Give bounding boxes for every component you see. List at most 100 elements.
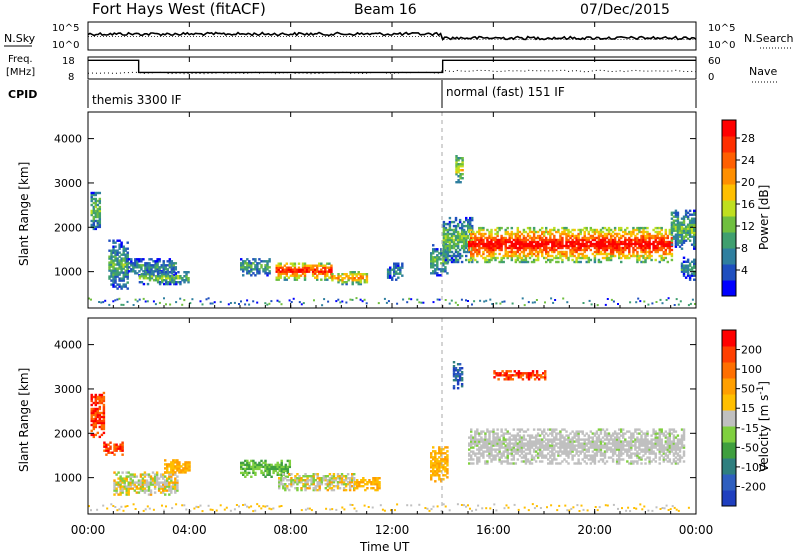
range-cell <box>624 242 627 246</box>
range-cell <box>640 236 643 240</box>
range-cell <box>151 481 155 484</box>
range-cell <box>498 260 501 264</box>
range-cell <box>262 471 265 475</box>
range-cell <box>551 246 554 250</box>
range-cell <box>555 462 558 465</box>
range-cell <box>112 241 115 244</box>
range-cell <box>549 248 552 252</box>
range-cell <box>176 479 179 482</box>
range-cell <box>565 448 568 451</box>
range-cell <box>636 446 639 449</box>
range-cell <box>459 177 462 180</box>
freq-label-2: [MHz] <box>6 67 35 78</box>
range-cell <box>630 244 633 248</box>
range-cell <box>140 264 143 267</box>
range-cell <box>480 246 483 250</box>
range-cell <box>246 268 249 271</box>
range-cell <box>256 266 259 269</box>
range-cell <box>172 471 175 474</box>
range-cell <box>652 244 655 248</box>
range-cell <box>516 234 520 238</box>
range-cell <box>573 236 576 240</box>
range-cell <box>442 264 445 267</box>
range-cell <box>630 254 633 258</box>
range-cell <box>122 285 125 288</box>
range-cell <box>553 454 556 457</box>
range-cell <box>524 460 528 463</box>
range-cell <box>510 256 514 260</box>
range-cell <box>644 226 647 230</box>
range-cell <box>597 258 601 262</box>
range-cell <box>684 276 688 279</box>
range-cell <box>684 215 688 218</box>
range-cell <box>467 250 470 254</box>
range-cell <box>636 454 639 457</box>
range-cell <box>240 268 243 271</box>
range-cell <box>518 242 522 246</box>
range-cell <box>648 238 651 242</box>
range-cell <box>297 274 301 277</box>
range-cell <box>172 268 176 271</box>
range-cell <box>94 425 98 429</box>
range-cell <box>351 271 354 274</box>
range-cell <box>626 246 629 250</box>
range-cell <box>476 442 479 445</box>
range-cell <box>478 450 481 453</box>
range-cell <box>648 236 651 240</box>
range-cell <box>622 242 625 246</box>
range-cell <box>593 454 597 457</box>
range-cell <box>585 236 588 240</box>
range-cell <box>611 458 615 461</box>
range-cell <box>500 440 503 443</box>
range-cell <box>438 268 441 271</box>
range-cell <box>141 481 145 484</box>
range-cell <box>254 465 257 469</box>
range-cell <box>674 460 678 463</box>
range-cell <box>100 399 104 403</box>
range-cell <box>365 275 369 278</box>
range-cell <box>459 173 462 176</box>
range-cell <box>465 232 468 236</box>
range-cell <box>324 479 328 482</box>
range-cell <box>304 475 307 478</box>
range-cell <box>551 238 554 242</box>
range-cell <box>538 452 542 455</box>
range-cell <box>446 254 450 258</box>
range-cell <box>181 279 184 282</box>
range-cell <box>488 438 491 441</box>
range-cell <box>498 450 501 453</box>
range-cell <box>96 407 100 411</box>
range-cell <box>470 232 473 236</box>
range-cell <box>622 432 625 435</box>
range-cell <box>609 456 613 459</box>
range-cell <box>603 438 607 441</box>
range-cell <box>583 434 586 437</box>
range-cell <box>601 244 605 248</box>
range-cell <box>330 483 334 486</box>
range-cell <box>440 458 443 461</box>
range-cell <box>465 234 468 238</box>
range-cell <box>640 430 643 433</box>
range-cell <box>532 428 536 431</box>
range-cell <box>311 266 315 269</box>
range-cell <box>611 246 615 250</box>
range-cell <box>506 226 509 230</box>
range-cell <box>559 244 562 248</box>
range-cell <box>620 444 623 447</box>
range-cell <box>538 234 542 238</box>
range-cell <box>684 266 688 269</box>
range-cell <box>545 446 548 449</box>
range-cell <box>328 485 332 488</box>
range-cell <box>188 469 191 472</box>
range-cell <box>474 248 477 252</box>
range-cell <box>92 223 96 227</box>
range-cell <box>460 377 464 380</box>
range-cell <box>682 221 686 224</box>
range-cell <box>349 298 352 301</box>
range-cell <box>622 448 625 451</box>
range-cell <box>500 452 503 455</box>
range-cell <box>522 230 526 234</box>
range-cell <box>593 238 597 242</box>
range-cell <box>517 370 521 373</box>
range-cell <box>492 242 495 246</box>
